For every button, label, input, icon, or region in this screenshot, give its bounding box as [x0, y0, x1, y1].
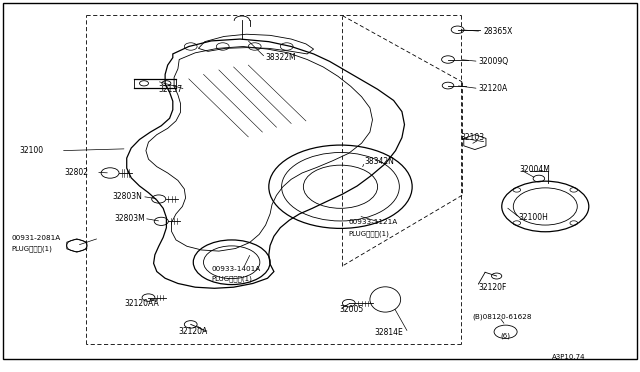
Text: PLUGプラグ(1): PLUGプラグ(1) — [12, 245, 52, 252]
Text: 32802: 32802 — [64, 168, 88, 177]
Text: 38342N: 38342N — [365, 157, 395, 166]
Text: 32120F: 32120F — [479, 283, 507, 292]
Text: 32814E: 32814E — [374, 328, 403, 337]
Text: 38322M: 38322M — [266, 53, 296, 62]
Text: 32137: 32137 — [159, 85, 183, 94]
Text: 32005: 32005 — [339, 305, 364, 314]
Text: 32803M: 32803M — [114, 214, 145, 223]
Text: 32120A: 32120A — [479, 84, 508, 93]
Text: (6): (6) — [500, 332, 511, 339]
Text: 32004M: 32004M — [520, 165, 550, 174]
Text: 32803N: 32803N — [112, 192, 142, 201]
Text: 32100H: 32100H — [518, 213, 548, 222]
Text: 28365X: 28365X — [483, 27, 513, 36]
Text: PLUGプラグ(1): PLUGプラグ(1) — [349, 230, 390, 237]
Text: PLUGプラグ(1): PLUGプラグ(1) — [211, 276, 252, 282]
Text: A3P10.74: A3P10.74 — [552, 354, 585, 360]
Text: 32120A: 32120A — [178, 327, 207, 336]
Text: 32103: 32103 — [461, 133, 485, 142]
Text: (B)08120-61628: (B)08120-61628 — [472, 314, 532, 320]
Text: 32120AA: 32120AA — [125, 299, 159, 308]
Text: 00933-1121A: 00933-1121A — [349, 219, 398, 225]
Text: 00931-2081A: 00931-2081A — [12, 235, 61, 241]
Text: 32100: 32100 — [19, 146, 44, 155]
Text: 00933-1401A: 00933-1401A — [211, 266, 260, 272]
Text: 32009Q: 32009Q — [479, 57, 509, 66]
